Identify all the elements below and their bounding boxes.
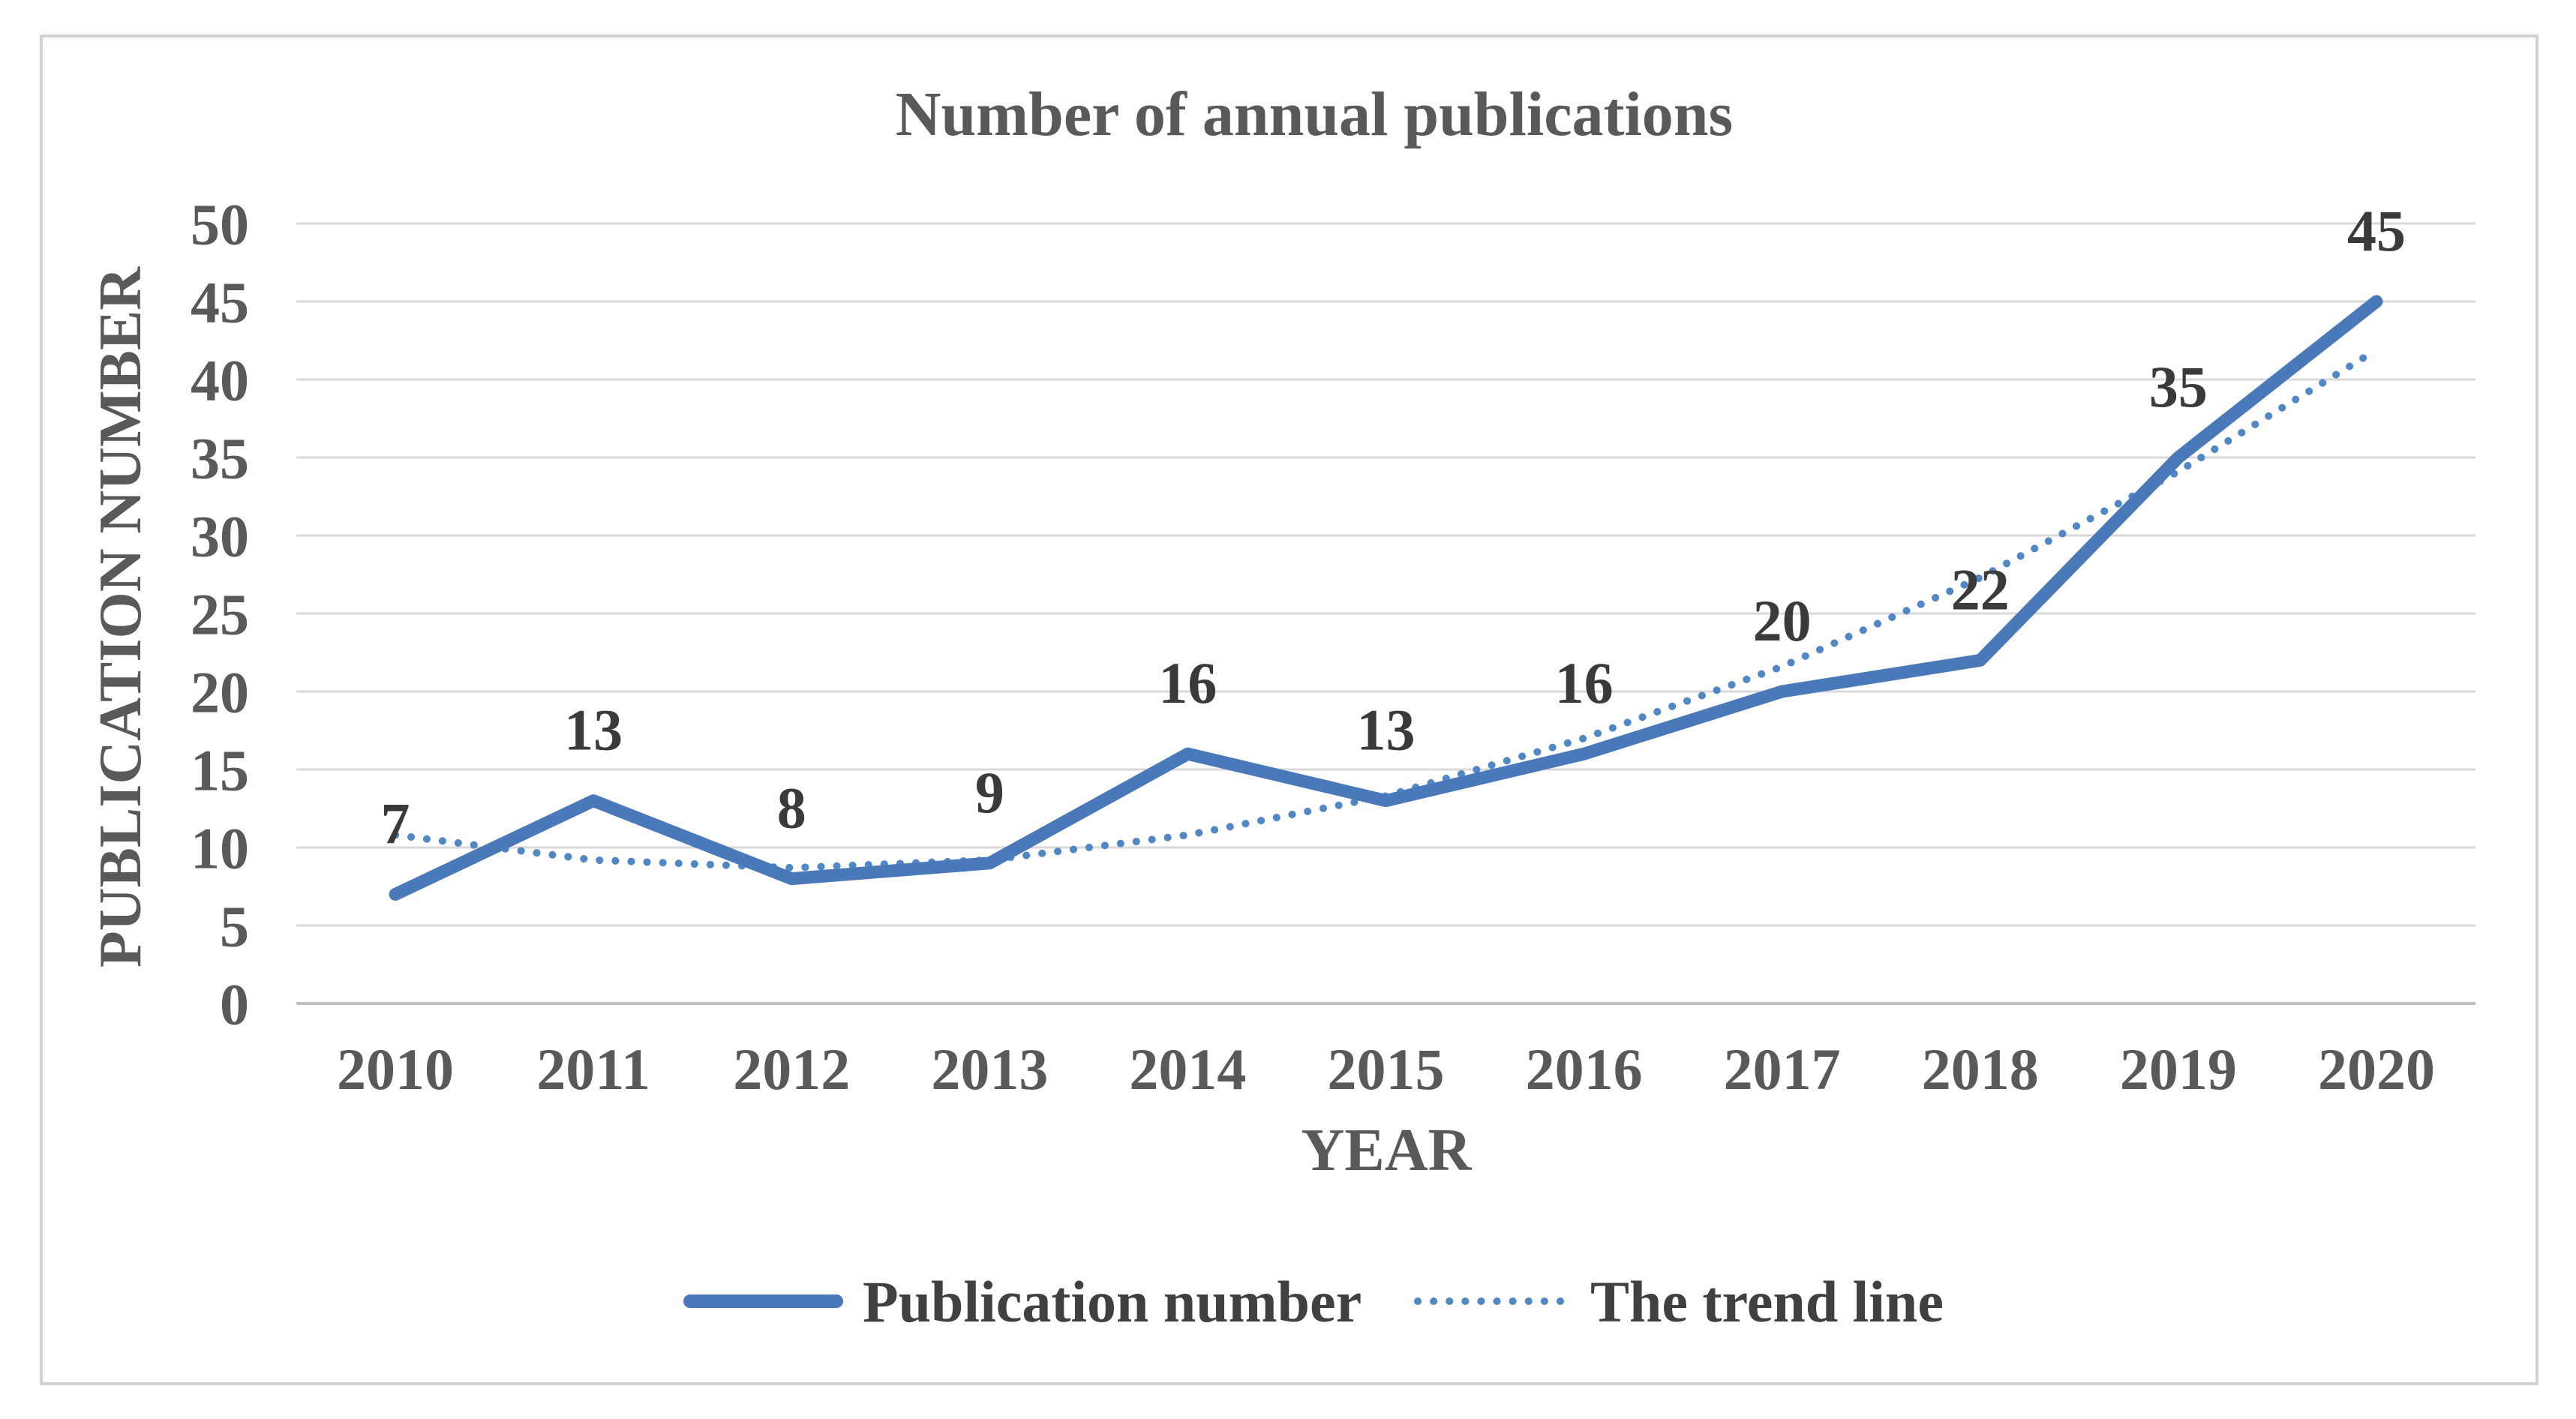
x-axis-title: YEAR bbox=[1302, 1118, 1473, 1184]
y-axis-tick-labels: 0 5 10 15 20 25 30 35 40 45 50 bbox=[191, 191, 249, 1036]
x-tick-label-2019: 2019 bbox=[2120, 1036, 2237, 1102]
data-label-2014: 16 bbox=[1158, 650, 1217, 716]
y-tick-label-25: 25 bbox=[191, 581, 249, 646]
data-label-2019: 35 bbox=[2149, 354, 2208, 419]
y-tick-label-15: 15 bbox=[191, 737, 249, 802]
gridlines bbox=[296, 222, 2475, 1005]
x-tick-label-2012: 2012 bbox=[733, 1036, 850, 1102]
y-tick-label-50: 50 bbox=[191, 191, 249, 256]
y-tick-label-40: 40 bbox=[191, 347, 249, 412]
y-tick-label-45: 45 bbox=[191, 269, 249, 334]
legend-label-trend-line: The trend line bbox=[1590, 1269, 1944, 1334]
x-tick-label-2011: 2011 bbox=[536, 1036, 650, 1102]
x-tick-label-2015: 2015 bbox=[1328, 1036, 1445, 1102]
legend-label-publication-number: Publication number bbox=[863, 1269, 1362, 1334]
chart-title: Number of annual publications bbox=[896, 80, 1733, 149]
data-label-2013: 9 bbox=[975, 760, 1004, 825]
data-label-2015: 13 bbox=[1357, 698, 1416, 763]
legend: Publication number The trend line bbox=[683, 1269, 1944, 1334]
data-label-2017: 20 bbox=[1753, 588, 1812, 653]
data-label-2016: 16 bbox=[1555, 650, 1614, 716]
data-label-2012: 8 bbox=[777, 776, 806, 841]
trend-line-series bbox=[392, 346, 2380, 872]
data-label-2011: 13 bbox=[564, 698, 623, 763]
x-tick-label-2017: 2017 bbox=[1724, 1036, 1841, 1102]
y-tick-label-5: 5 bbox=[220, 893, 249, 958]
y-tick-label-10: 10 bbox=[191, 815, 249, 880]
data-point-labels: 7 13 8 9 16 13 16 20 22 35 45 bbox=[381, 198, 2406, 856]
x-axis-tick-labels: 2010 2011 2012 2013 2014 2015 2016 2017 2018 2019… bbox=[337, 1036, 2435, 1102]
y-tick-label-35: 35 bbox=[191, 425, 249, 490]
chart-border bbox=[40, 34, 2538, 1385]
x-tick-label-2018: 2018 bbox=[1922, 1036, 2039, 1102]
y-tick-label-20: 20 bbox=[191, 659, 249, 724]
publication-number-series bbox=[389, 295, 2383, 901]
y-tick-label-0: 0 bbox=[220, 971, 249, 1036]
x-tick-label-2013: 2013 bbox=[931, 1036, 1048, 1102]
trend-line-path bbox=[392, 346, 2380, 872]
x-tick-label-2020: 2020 bbox=[2318, 1036, 2435, 1102]
y-axis-title: PUBLICATION NUMBER bbox=[88, 266, 154, 968]
data-label-2020: 45 bbox=[2347, 198, 2406, 263]
x-tick-label-2016: 2016 bbox=[1526, 1036, 1643, 1102]
publication-number-path bbox=[389, 295, 2383, 901]
data-label-2010: 7 bbox=[381, 790, 410, 856]
x-tick-label-2014: 2014 bbox=[1129, 1036, 1246, 1102]
y-tick-label-30: 30 bbox=[191, 503, 249, 568]
data-label-2018: 22 bbox=[1951, 556, 2010, 622]
x-tick-label-2010: 2010 bbox=[337, 1036, 454, 1102]
